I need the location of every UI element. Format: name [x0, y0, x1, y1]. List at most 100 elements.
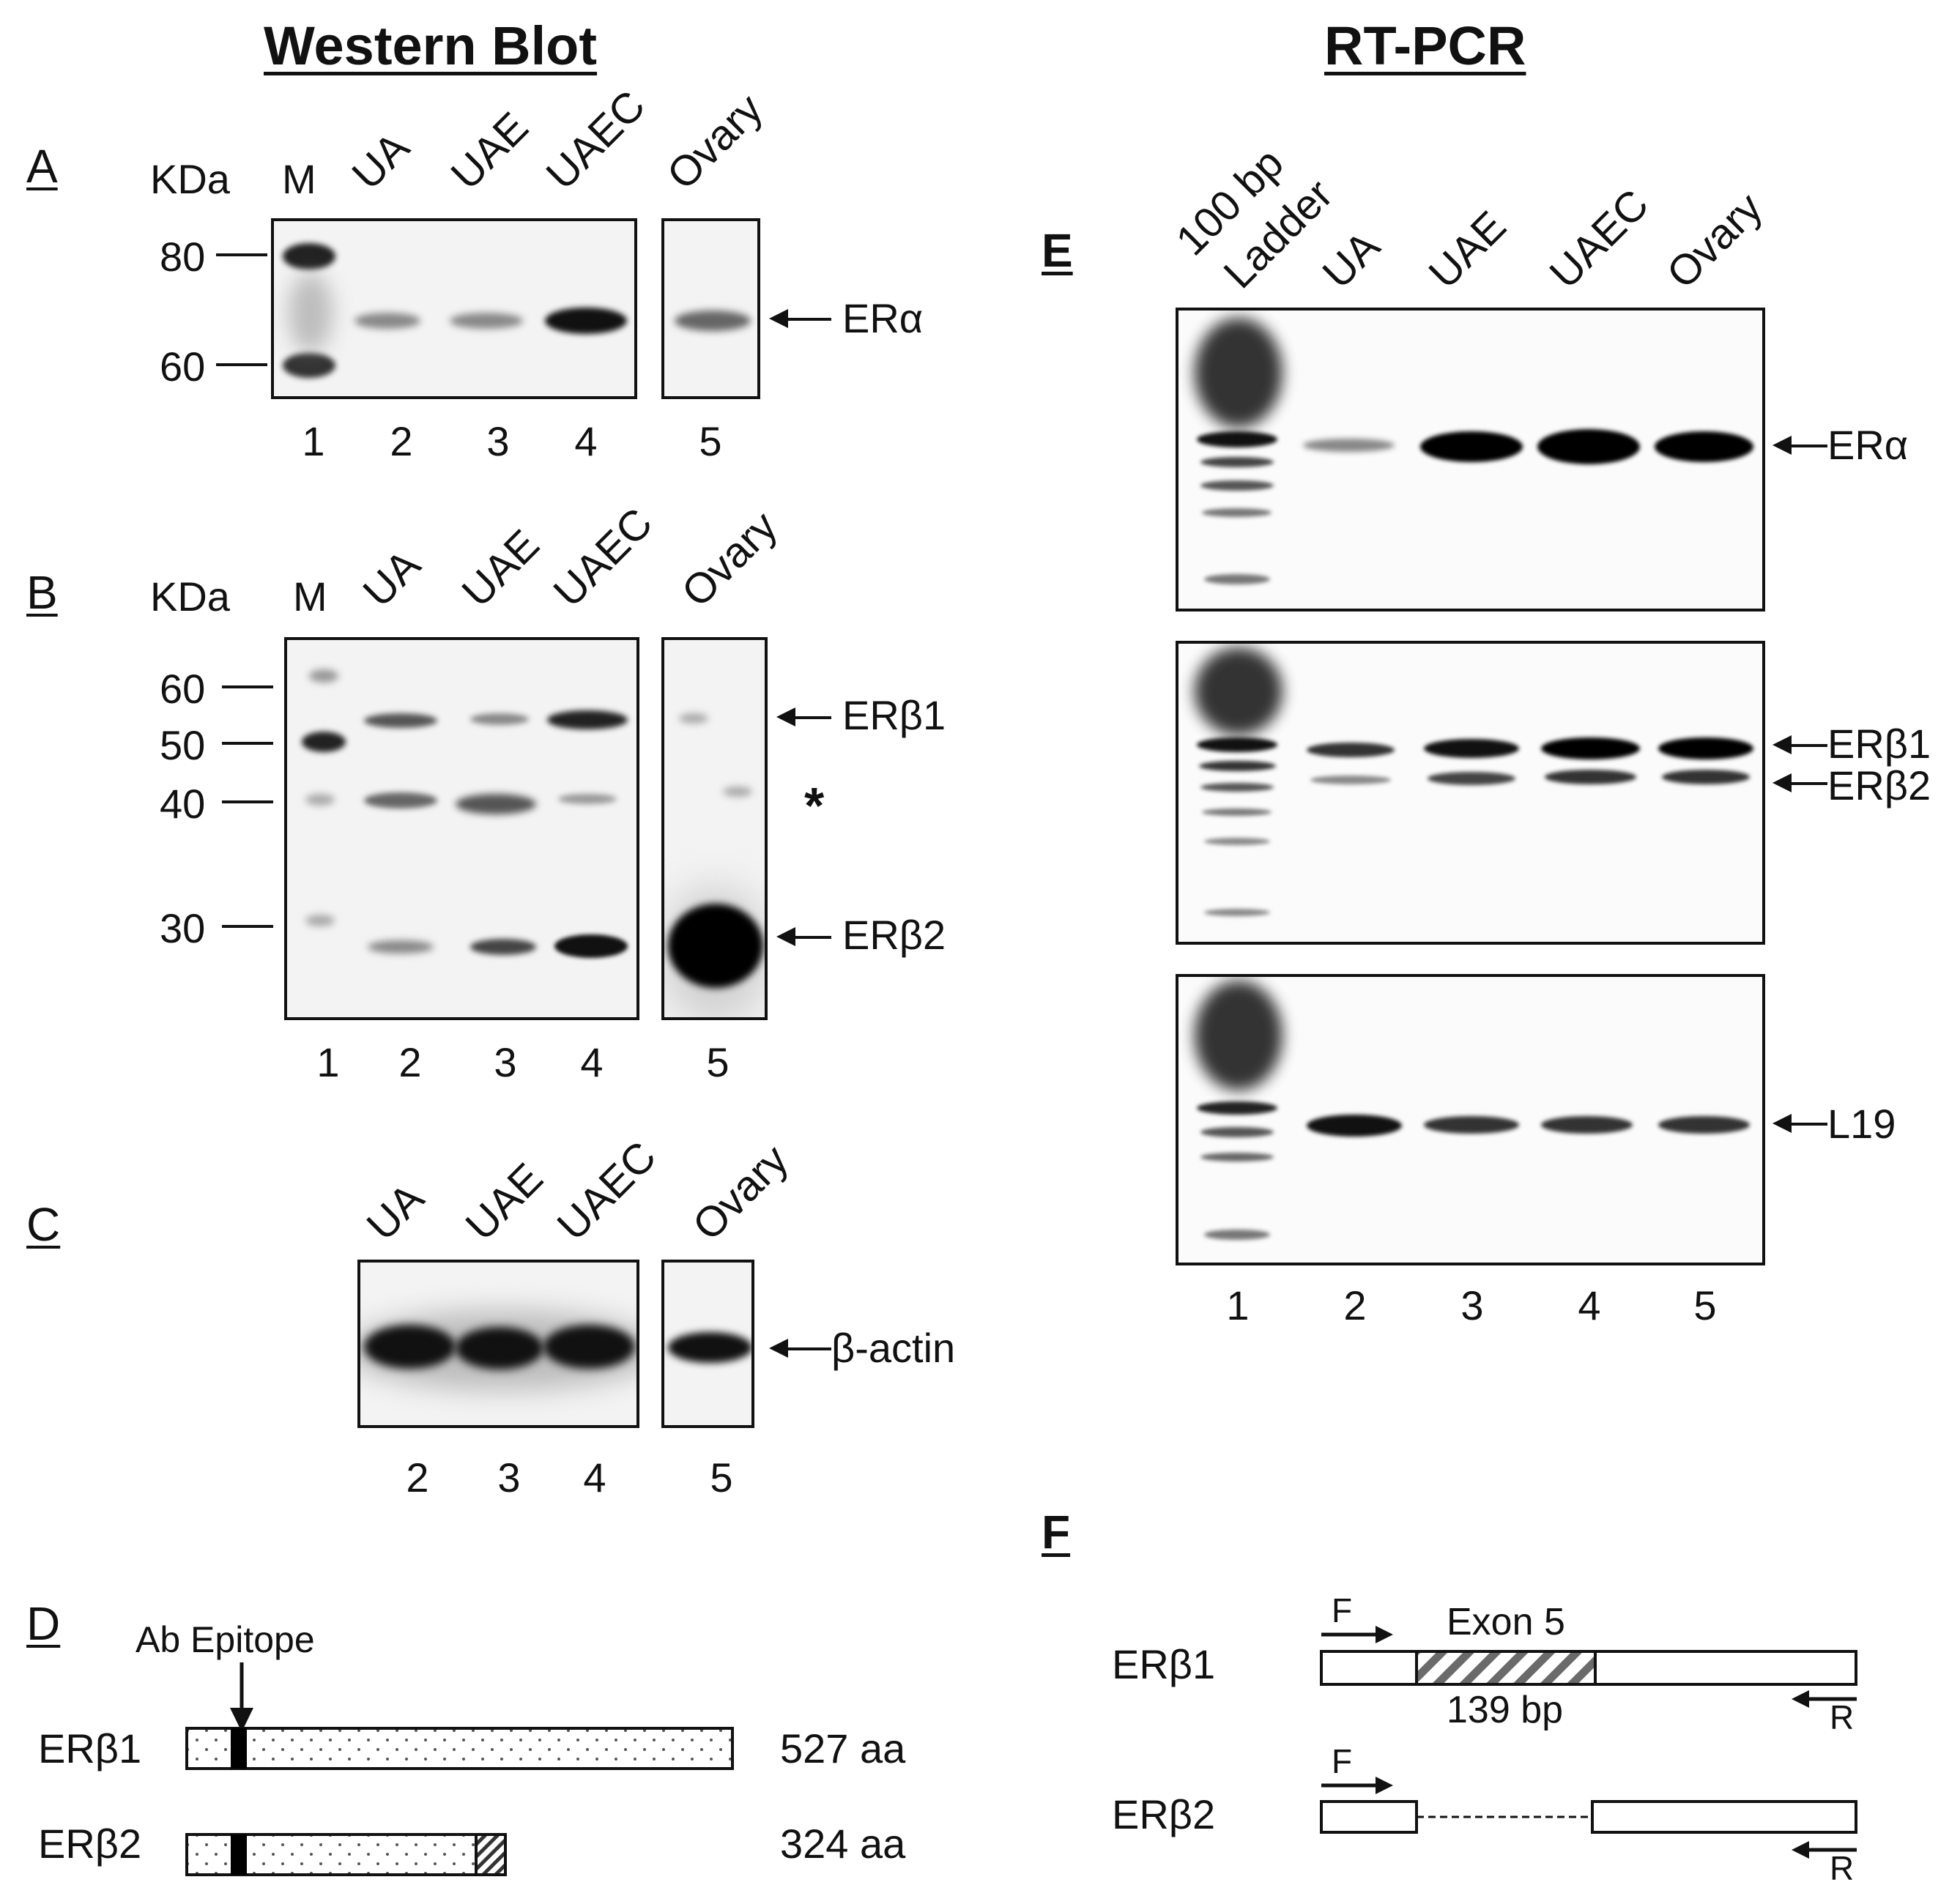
- panel-e-lane-num-3: 3: [1460, 1282, 1484, 1328]
- panel-f-erb2-forward-label: F: [1332, 1742, 1353, 1780]
- panel-b-erb2-lane4: [554, 934, 628, 958]
- panel-f-erb2-reverse-primer-icon: [1792, 1841, 1857, 1859]
- panel-c-band-lane2: [364, 1325, 456, 1369]
- panel-b-marker-band-3: [305, 794, 335, 806]
- panel-e-gel1-ladder-top: [1195, 318, 1282, 428]
- panel-a-blot: [271, 218, 637, 399]
- panel-e-gel2-erb2-lane5: [1662, 770, 1750, 784]
- panel-b-erb2-lane3: [470, 939, 536, 955]
- panel-b-erb1-label: ERβ1: [842, 692, 946, 738]
- panel-b-blot: [284, 637, 639, 1020]
- panel-a-arrow-icon: [769, 309, 788, 328]
- panel-c-lane-num-2: 2: [406, 1454, 429, 1501]
- panel-a-marker-label: M: [282, 156, 316, 202]
- panel-e-lane-ovary: Ovary: [1658, 183, 1772, 298]
- panel-b-nonspecific-lane2: [364, 792, 437, 808]
- panel-d-erb2-name: ERβ2: [38, 1821, 142, 1867]
- panel-b-lane-num-4: 4: [580, 1039, 604, 1085]
- panel-d-erb1-length: 527 aa: [780, 1725, 906, 1772]
- panel-b-erb1-lane2: [364, 713, 437, 728]
- panel-d-erb1-protein-bar: [185, 1727, 734, 1770]
- panel-b-lane-uae: UAE: [453, 520, 549, 617]
- panel-a-band-lane3: [450, 313, 523, 329]
- panel-c-ovary-blot: [661, 1260, 754, 1428]
- panel-e-erb1-label: ERβ1: [1827, 721, 1931, 767]
- panel-e-gel3-ladder-band-4: [1204, 1230, 1270, 1240]
- panel-d-erb2-length: 324 aa: [780, 1821, 906, 1867]
- panel-e-erb1-arrow-line: [1783, 744, 1827, 747]
- panel-e-gel-l19: [1176, 974, 1765, 1265]
- panel-a-label: A: [26, 140, 58, 193]
- panel-c-lane-num-3: 3: [497, 1454, 521, 1501]
- panel-e-l19-arrow-icon: [1772, 1114, 1792, 1133]
- panel-b-lane-ovary: Ovary: [672, 502, 787, 617]
- panel-b-lane-num-2: 2: [398, 1039, 422, 1085]
- panel-c-lane-ovary: Ovary: [683, 1135, 798, 1250]
- panel-b-marker-band-1: [309, 669, 338, 683]
- panel-e-gel-erb: [1176, 641, 1765, 945]
- panel-f-erb2-exon-right: [1591, 1800, 1857, 1834]
- panel-e-l19-arrow-line: [1783, 1123, 1827, 1126]
- panel-f-transcript-diagram: [1320, 1626, 1857, 1859]
- panel-a-marker-smear: [289, 272, 333, 353]
- panel-d-erb2-protein-bar: [185, 1833, 507, 1876]
- panel-e-gel2-ladder-band-4: [1202, 808, 1272, 816]
- panel-b-erb1-lane4: [547, 710, 628, 729]
- panel-e-lane-ua: UA: [1313, 222, 1389, 298]
- panel-c-band-lane4: [543, 1325, 635, 1369]
- panel-b-marker-band-4: [305, 915, 335, 926]
- panel-e-gel1-ladder-band-3: [1200, 480, 1274, 491]
- panel-b-lane-ua: UA: [354, 540, 430, 617]
- panel-a-lane-ua: UA: [343, 123, 419, 199]
- panel-f-erb1-exon5: [1415, 1650, 1597, 1686]
- panel-c-blot: [357, 1260, 639, 1428]
- panel-b-mw-60: 60: [160, 666, 206, 712]
- panel-a-marker-band-80: [283, 243, 335, 269]
- panel-c-arrow-line: [780, 1347, 831, 1350]
- panel-f-bp-label: 139 bp: [1447, 1689, 1564, 1731]
- panel-a-band-lane2: [354, 313, 420, 329]
- panel-b-lane-uaec: UAEC: [544, 499, 662, 617]
- panel-b-asterisk: *: [804, 777, 825, 834]
- panel-d-epitope-arrow-icon: [230, 1662, 253, 1732]
- panel-f-label: F: [1042, 1506, 1071, 1558]
- panel-b-ovary-erb1: [679, 713, 708, 724]
- panel-b-erb1-lane3: [470, 713, 529, 725]
- panel-e-erb2-label: ERβ2: [1827, 762, 1931, 808]
- panel-e-label: E: [1042, 224, 1073, 277]
- panel-c-label: C: [26, 1198, 61, 1251]
- panel-f-erb1-forward-label: F: [1332, 1591, 1353, 1629]
- panel-e-gel1-band-lane4: [1537, 429, 1640, 464]
- panel-b-lane-num-1: 1: [316, 1039, 340, 1085]
- panel-e-gel3-band-lane3: [1424, 1116, 1519, 1134]
- panel-a-band-lane4: [545, 308, 627, 334]
- panel-e-gel3-ladder-top: [1195, 981, 1282, 1090]
- panel-e-gel2-ladder-band-3: [1200, 783, 1274, 792]
- panel-e-lane-num-2: 2: [1343, 1282, 1367, 1328]
- panel-b-erb2-arrow-line: [787, 936, 831, 939]
- panel-a-ovary-blot: [661, 218, 760, 399]
- panel-e-gel1-band-lane2: [1303, 439, 1395, 452]
- panel-a-tick-80: [216, 253, 267, 256]
- panel-a-band-lane5: [675, 311, 751, 331]
- panel-d-protein-diagram: [185, 1727, 734, 1876]
- panel-e-gel2-erb2-lane4: [1545, 770, 1636, 784]
- panel-e-gel2-erb2-lane3: [1428, 772, 1515, 785]
- panel-e-erb2-arrow-line: [1783, 782, 1827, 785]
- panel-b-marker-label: M: [293, 573, 327, 620]
- panel-b-erb1-arrow-line: [787, 716, 831, 719]
- panel-f-erb2-name: ERβ2: [1112, 1791, 1216, 1837]
- panel-b-label: B: [26, 566, 58, 619]
- panel-e-lane-num-5: 5: [1693, 1282, 1717, 1328]
- rt-pcr-title: RT-PCR: [1324, 15, 1526, 76]
- panel-e-erb1-arrow-icon: [1772, 735, 1792, 754]
- panel-e-lane-uae: UAE: [1419, 201, 1515, 298]
- western-blot-title: Western Blot: [264, 15, 598, 76]
- panel-f-erb1-exon-right: [1594, 1650, 1857, 1686]
- panel-e-gel1-band-lane5: [1655, 431, 1753, 462]
- panel-e-gel1-ladder-band-2: [1200, 457, 1274, 467]
- panel-b-erb2-lane2: [368, 940, 434, 953]
- panel-b-ovary-blot: [661, 637, 768, 1020]
- panel-c-band-label: β-actin: [831, 1325, 956, 1371]
- panel-d-epitope-label: Ab Epitope: [136, 1619, 315, 1660]
